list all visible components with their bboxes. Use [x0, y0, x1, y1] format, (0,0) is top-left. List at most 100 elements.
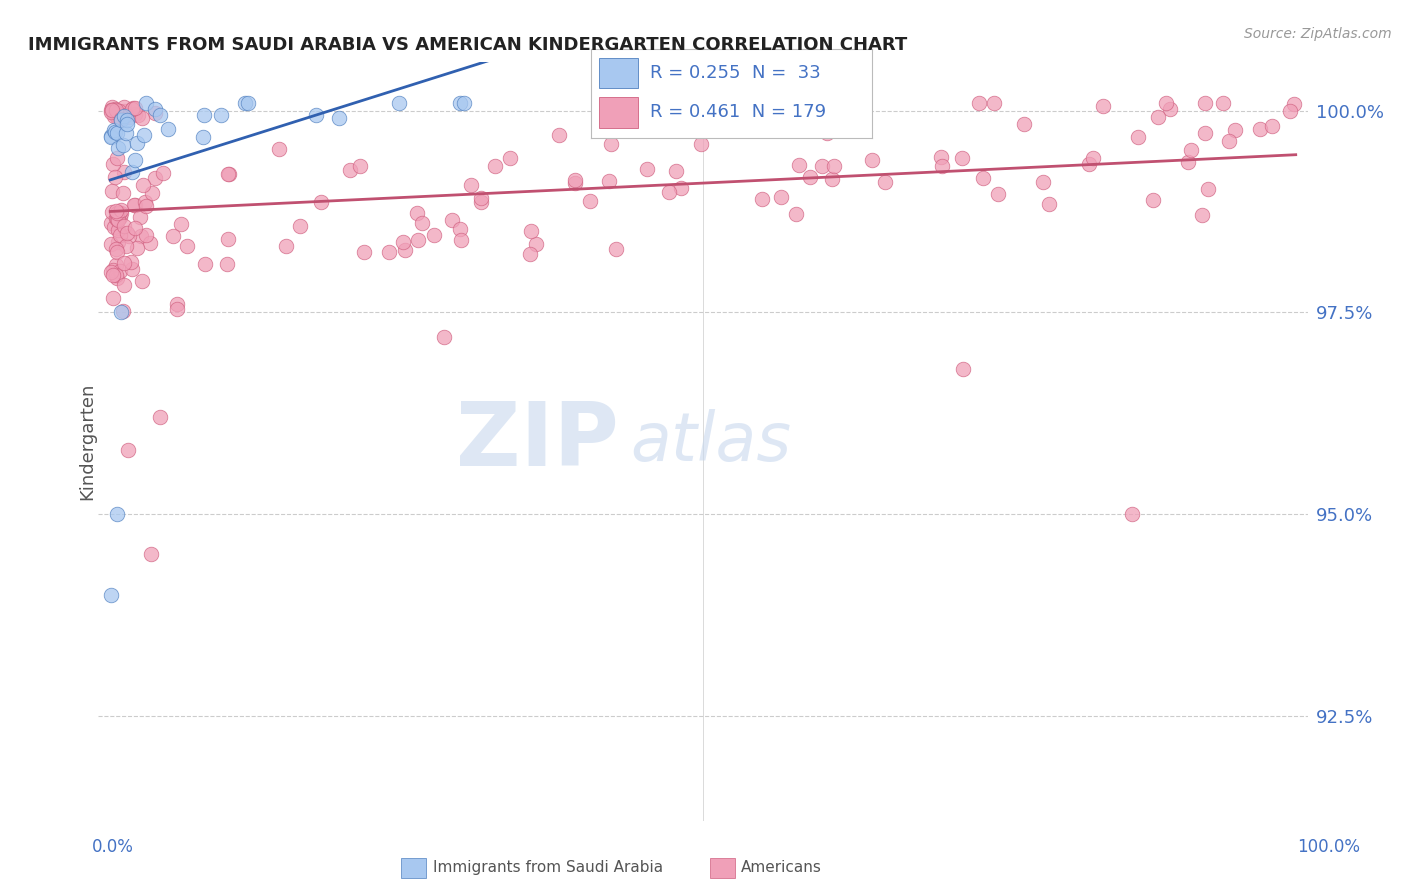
Point — [665, 164, 688, 178]
Point — [112, 277, 135, 292]
Point — [105, 105, 128, 120]
Point — [103, 291, 125, 305]
Point — [100, 130, 122, 145]
Point — [353, 244, 375, 259]
Point — [141, 548, 163, 562]
Point — [166, 301, 188, 316]
Point — [124, 107, 146, 121]
Point — [121, 102, 143, 116]
Point — [101, 105, 124, 120]
Point — [103, 109, 125, 123]
Point — [122, 198, 145, 212]
Point — [690, 136, 713, 151]
Point — [100, 265, 122, 279]
Text: Americans: Americans — [741, 861, 823, 875]
Point — [157, 121, 180, 136]
Point — [115, 113, 138, 128]
Point — [1278, 104, 1301, 119]
Point — [1249, 121, 1271, 136]
Point — [564, 176, 586, 190]
Point — [1180, 143, 1202, 157]
Point — [131, 274, 153, 288]
Point — [112, 103, 135, 118]
Point — [460, 178, 482, 192]
Point — [124, 101, 146, 115]
Point — [815, 126, 838, 140]
Point — [579, 194, 602, 209]
Point — [105, 110, 128, 124]
Point — [799, 170, 821, 185]
Point — [124, 198, 146, 212]
Point — [166, 296, 188, 310]
Point — [112, 256, 135, 270]
Point — [105, 108, 128, 122]
Point — [115, 238, 138, 252]
Point — [432, 329, 454, 343]
Point — [127, 241, 149, 255]
Point — [104, 268, 127, 283]
Point — [112, 138, 135, 153]
Y-axis label: Kindergarten: Kindergarten — [79, 383, 96, 500]
Point — [115, 126, 138, 140]
Point — [100, 237, 122, 252]
Point — [104, 125, 127, 139]
Point — [423, 228, 446, 243]
Point — [111, 304, 134, 318]
Point — [162, 229, 184, 244]
Point — [176, 239, 198, 253]
Text: IMMIGRANTS FROM SAUDI ARABIA VS AMERICAN KINDERGARTEN CORRELATION CHART: IMMIGRANTS FROM SAUDI ARABIA VS AMERICAN… — [28, 36, 907, 54]
Point — [1142, 193, 1164, 207]
Point — [1156, 95, 1178, 110]
Point — [152, 166, 174, 180]
Point — [378, 245, 401, 260]
Point — [134, 194, 156, 209]
Point — [105, 103, 128, 117]
Point — [449, 95, 471, 110]
Point — [112, 100, 135, 114]
Point — [135, 95, 157, 110]
Point — [1126, 129, 1149, 144]
Point — [873, 175, 896, 189]
Point — [121, 261, 143, 276]
Point — [193, 108, 215, 122]
Point — [520, 224, 543, 238]
Bar — [599, 58, 638, 88]
Point — [135, 199, 157, 213]
Point — [950, 151, 973, 165]
Text: Immigrants from Saudi Arabia: Immigrants from Saudi Arabia — [433, 861, 664, 875]
Text: R = 0.461  N = 179: R = 0.461 N = 179 — [650, 103, 825, 121]
Point — [983, 95, 1005, 110]
Point — [134, 128, 156, 142]
Point — [388, 95, 411, 110]
Point — [105, 507, 128, 521]
Point — [1218, 134, 1240, 148]
Point — [107, 213, 129, 227]
Point — [101, 100, 124, 114]
Point — [104, 102, 127, 116]
Point — [406, 206, 429, 220]
Point — [101, 157, 124, 171]
Point — [112, 219, 135, 234]
Point — [1092, 99, 1115, 113]
Point — [987, 186, 1010, 201]
Point — [107, 223, 129, 237]
Point — [101, 262, 124, 277]
Point — [110, 113, 132, 128]
Point — [108, 111, 131, 125]
Point — [110, 206, 132, 220]
Point — [149, 410, 172, 425]
Point — [598, 174, 620, 188]
Point — [110, 109, 132, 123]
Point — [131, 111, 153, 125]
Point — [411, 216, 433, 230]
Point — [108, 103, 131, 118]
Point — [952, 362, 974, 376]
Point — [547, 128, 569, 142]
Point — [785, 207, 807, 221]
Point — [110, 227, 132, 242]
Point — [274, 239, 297, 253]
Point — [104, 211, 127, 226]
Point — [811, 159, 834, 173]
Point — [129, 210, 152, 224]
Point — [636, 162, 658, 177]
